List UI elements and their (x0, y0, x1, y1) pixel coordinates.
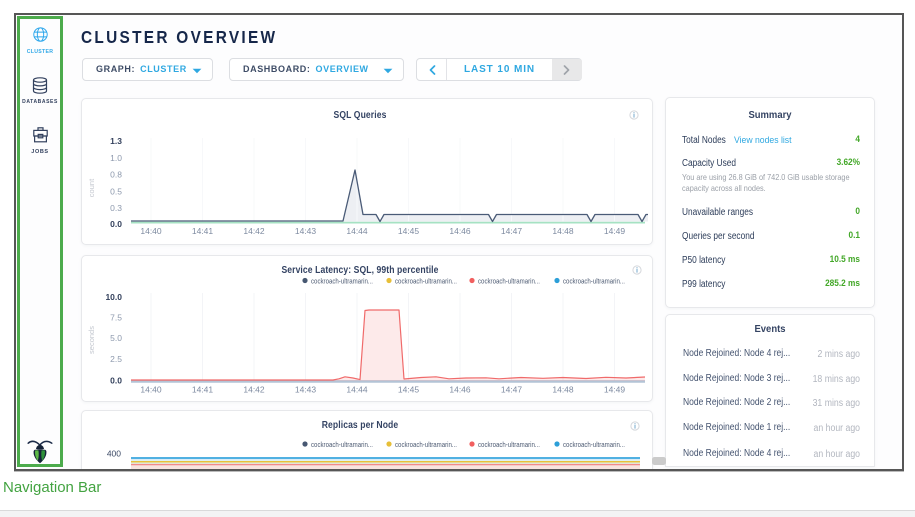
svg-text:14:40: 14:40 (140, 226, 162, 236)
svg-text:14:47: 14:47 (501, 226, 523, 236)
svg-text:1.3: 1.3 (110, 136, 122, 146)
svg-text:14:42: 14:42 (243, 385, 265, 395)
svg-text:cockroach-ultramarin...: cockroach-ultramarin... (395, 276, 457, 285)
svg-text:10.0: 10.0 (105, 292, 122, 302)
svg-text:count: count (87, 178, 96, 197)
svg-text:14:45: 14:45 (398, 385, 420, 395)
svg-text:14:42: 14:42 (243, 226, 265, 236)
svg-text:cockroach-ultramarin...: cockroach-ultramarin... (563, 276, 625, 285)
svg-text:cockroach-ultramarin...: cockroach-ultramarin... (311, 440, 373, 449)
svg-text:14:46: 14:46 (449, 385, 471, 395)
svg-text:14:43: 14:43 (295, 385, 317, 395)
svg-text:cockroach-ultramarin...: cockroach-ultramarin... (311, 276, 373, 285)
svg-text:14:48: 14:48 (552, 226, 574, 236)
svg-text:14:41: 14:41 (192, 385, 214, 395)
svg-text:0.0: 0.0 (110, 376, 122, 386)
svg-text:0.8: 0.8 (110, 170, 122, 180)
svg-text:14:45: 14:45 (398, 226, 420, 236)
svg-text:7.5: 7.5 (110, 313, 122, 323)
svg-text:14:49: 14:49 (604, 226, 626, 236)
svg-text:14:40: 14:40 (140, 385, 162, 395)
svg-text:cockroach-ultramarin...: cockroach-ultramarin... (478, 440, 540, 449)
svg-text:400: 400 (107, 449, 121, 459)
svg-text:14:46: 14:46 (449, 226, 471, 236)
svg-text:1.0: 1.0 (110, 153, 122, 163)
svg-text:2.5: 2.5 (110, 354, 122, 364)
svg-text:seconds: seconds (87, 326, 96, 354)
svg-text:14:48: 14:48 (552, 385, 574, 395)
svg-text:14:43: 14:43 (295, 226, 317, 236)
svg-text:5.0: 5.0 (110, 333, 122, 343)
svg-text:14:44: 14:44 (346, 385, 368, 395)
svg-text:0.0: 0.0 (110, 219, 122, 229)
svg-text:cockroach-ultramarin...: cockroach-ultramarin... (478, 276, 540, 285)
svg-text:14:49: 14:49 (604, 385, 626, 395)
svg-text:14:41: 14:41 (192, 226, 214, 236)
svg-text:14:44: 14:44 (346, 226, 368, 236)
svg-text:0.5: 0.5 (110, 187, 122, 197)
svg-text:14:47: 14:47 (501, 385, 523, 395)
svg-text:cockroach-ultramarin...: cockroach-ultramarin... (563, 440, 625, 449)
svg-text:cockroach-ultramarin...: cockroach-ultramarin... (395, 440, 457, 449)
svg-text:0.3: 0.3 (110, 203, 122, 213)
